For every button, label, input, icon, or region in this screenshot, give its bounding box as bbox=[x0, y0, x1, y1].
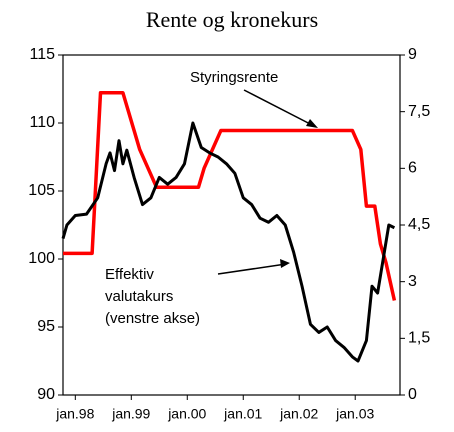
arrow bbox=[217, 263, 287, 275]
chart-title: Rente og kronekurs bbox=[146, 7, 318, 32]
y-tick-label: 100 bbox=[28, 250, 55, 267]
x-tick-label: jan.00 bbox=[167, 406, 206, 422]
y-tick-label: 105 bbox=[28, 182, 55, 199]
y-tick-label: 110 bbox=[29, 114, 55, 131]
arrow bbox=[243, 89, 317, 128]
annotation: (venstre akse) bbox=[105, 310, 200, 327]
x-tick-label: jan.01 bbox=[223, 406, 262, 422]
y2-tick-label: 4,5 bbox=[408, 216, 430, 233]
y-tick-label: 90 bbox=[37, 386, 55, 403]
plot-frame bbox=[62, 54, 401, 396]
y-tick-label: 115 bbox=[29, 46, 55, 63]
annotation: Styringsrente bbox=[190, 69, 278, 86]
x-tick-label: jan.03 bbox=[335, 406, 374, 422]
y2-tick-label: 1,5 bbox=[408, 330, 430, 347]
annotation: Effektiv bbox=[105, 266, 154, 283]
y2-tick-label: 7,5 bbox=[408, 103, 430, 120]
arrow-head bbox=[280, 259, 290, 268]
annotation: valutakurs bbox=[105, 288, 173, 305]
x-tick-label: jan.02 bbox=[279, 406, 318, 422]
y2-tick-label: 6 bbox=[408, 160, 417, 177]
x-tick-label: jan.98 bbox=[55, 406, 94, 422]
arrow-head bbox=[306, 119, 318, 128]
line-series bbox=[63, 91, 397, 301]
x-tick-label: jan.99 bbox=[111, 406, 150, 422]
y-tick-label: 95 bbox=[37, 318, 55, 335]
y2-tick-label: 0 bbox=[408, 386, 417, 403]
line-series bbox=[61, 121, 396, 363]
y2-tick-label: 3 bbox=[408, 273, 417, 290]
y2-tick-label: 9 bbox=[408, 46, 417, 63]
